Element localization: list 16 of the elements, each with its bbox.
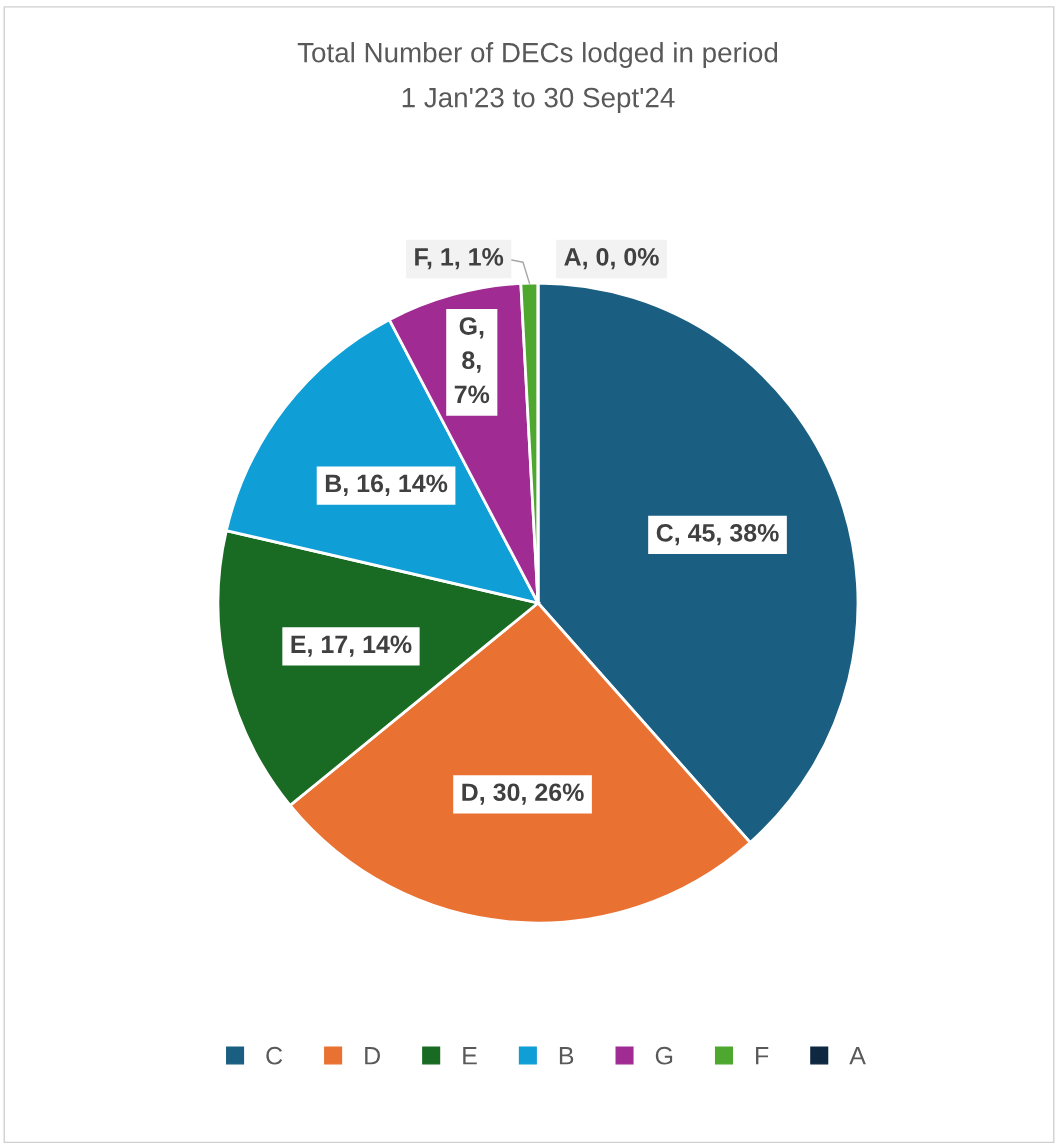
chart-title: Total Number of DECs lodged in period (297, 42, 778, 68)
data-label: B, 16, 14% (325, 474, 448, 496)
data-label: E, 17, 14% (291, 635, 412, 657)
legend-label: G (655, 1046, 673, 1065)
data-label: F, 1, 1% (415, 248, 504, 270)
legend-label: F (756, 1047, 769, 1065)
data-label: C, 45, 38% (656, 523, 779, 546)
legend-label: D (365, 1047, 380, 1065)
legend-label: A (849, 1047, 866, 1065)
data-label: D, 30, 26% (462, 783, 584, 805)
chart-subtitle: 1 Jan'23 to 30 Sept'24 (402, 87, 675, 113)
text: A, 0, 0% (564, 248, 659, 270)
data-label: G, 8, 7% (454, 317, 490, 404)
legend-label: C (266, 1046, 283, 1065)
legend-label: E (463, 1047, 477, 1065)
legend-label: B (559, 1047, 574, 1065)
